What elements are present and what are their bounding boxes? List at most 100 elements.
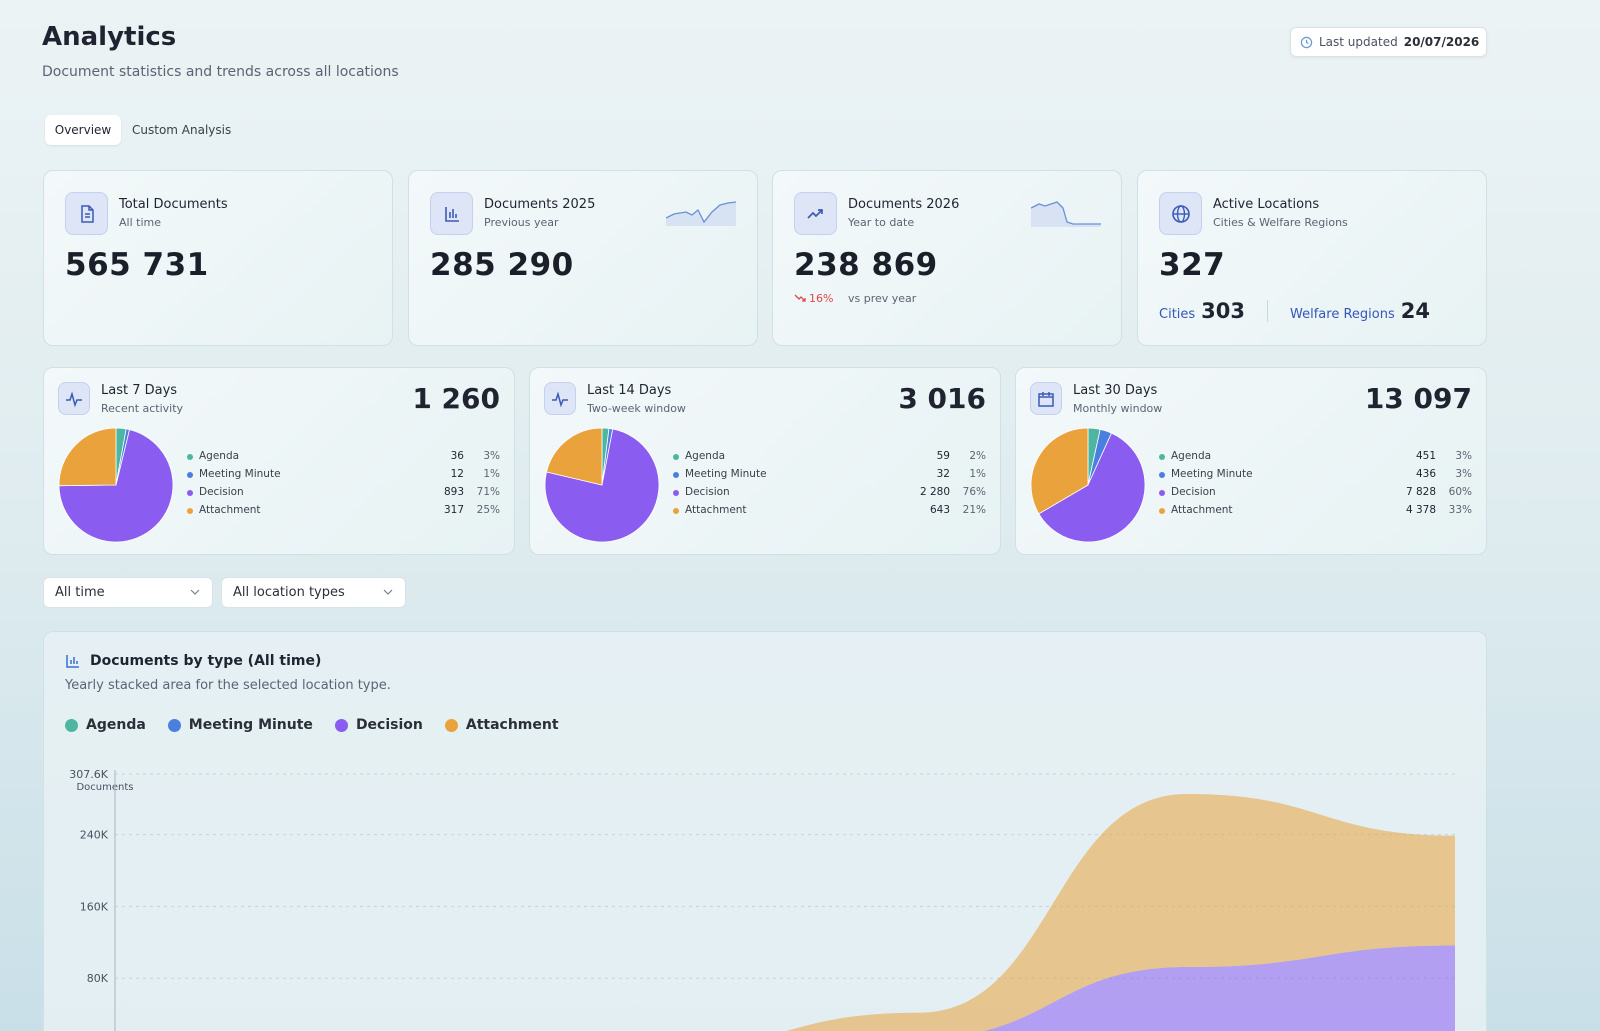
sparkline xyxy=(666,201,737,226)
page-title: Analytics xyxy=(42,22,177,52)
breakdown: Cities 303 Welfare Regions 24 xyxy=(1159,299,1430,323)
pie-slice xyxy=(58,429,174,543)
legend-label: Meeting Minute xyxy=(1171,468,1253,480)
card-value: 238 869 xyxy=(794,247,938,283)
card-subtitle: Two-week window xyxy=(587,402,686,415)
area-series xyxy=(786,794,1455,1031)
breakdown-value: 303 xyxy=(1201,299,1246,323)
icon xyxy=(544,382,576,415)
legend-item: Decision xyxy=(334,717,423,733)
chevron xyxy=(190,589,200,595)
legend-label: Attachment xyxy=(1171,504,1233,516)
icon-glyph xyxy=(66,390,82,407)
icon xyxy=(430,192,473,235)
legend-count: 893 xyxy=(443,486,464,498)
card-subtitle: All time xyxy=(119,216,161,229)
card-title: Last 30 Days xyxy=(1073,383,1158,398)
legend-label: Decision xyxy=(355,717,423,733)
legend-percent: 3% xyxy=(1455,450,1472,462)
stat-card: Documents 2026 Year to date 238 869 16% … xyxy=(772,170,1122,346)
legend-percent: 1% xyxy=(483,468,500,480)
last-updated: Last updated 20/07/2026 xyxy=(1290,27,1487,57)
breakdown-label: Welfare Regions xyxy=(1290,307,1395,322)
legend-dot xyxy=(673,508,679,514)
dropdown[interactable]: All location types xyxy=(221,577,406,608)
legend-dot xyxy=(334,718,348,732)
legend-count: 643 xyxy=(929,504,950,516)
pie-slice xyxy=(1038,432,1146,543)
legend-dot xyxy=(673,454,679,460)
chevron xyxy=(383,589,393,595)
legend-percent: 25% xyxy=(476,504,500,516)
legend-label: Meeting Minute xyxy=(188,717,313,733)
legend-percent: 71% xyxy=(476,486,500,498)
card-total: 3 016 xyxy=(898,382,986,415)
breakdown-value: 24 xyxy=(1400,299,1430,323)
pie xyxy=(1030,427,1146,543)
legend-dot xyxy=(673,472,679,478)
icon xyxy=(58,382,90,415)
legend-count: 317 xyxy=(443,504,464,516)
card-total: 1 260 xyxy=(412,382,500,415)
legend-count: 36 xyxy=(450,450,464,462)
pie-slice xyxy=(544,428,660,543)
legend: Agenda Meeting Minute Decision Attachment xyxy=(65,717,559,733)
legend-percent: 1% xyxy=(969,468,986,480)
chart-subtitle: Yearly stacked area for the selected loc… xyxy=(65,678,391,693)
tab[interactable]: Custom Analysis xyxy=(132,123,232,137)
legend-count: 32 xyxy=(936,468,950,480)
y-tick-label: 240K xyxy=(80,829,109,842)
legend-item: Meeting Minute xyxy=(167,717,313,733)
card-value: 565 731 xyxy=(65,247,209,283)
y-tick-label: 307.6K xyxy=(69,768,108,781)
page-subtitle: Document statistics and trends across al… xyxy=(42,64,399,80)
legend-dot xyxy=(65,718,78,732)
card-title: Active Locations xyxy=(1213,197,1320,212)
dropdown-label: All location types xyxy=(233,585,345,600)
stat-card: Documents 2025 Previous year 285 290 xyxy=(408,170,758,346)
legend-item: Agenda xyxy=(65,717,146,733)
legend-count: 436 xyxy=(1415,468,1436,480)
legend-count: 451 xyxy=(1415,450,1436,462)
legend-dot xyxy=(673,490,679,496)
legend-label: Meeting Minute xyxy=(199,468,281,480)
card-subtitle: Cities & Welfare Regions xyxy=(1213,216,1348,229)
icon-glyph xyxy=(552,390,568,407)
legend-percent: 3% xyxy=(483,450,500,462)
legend-count: 12 xyxy=(450,468,464,480)
icon xyxy=(1159,192,1202,235)
legend-dot xyxy=(187,454,193,460)
divider xyxy=(1267,300,1269,322)
legend-dot xyxy=(1159,454,1165,460)
legend-dot xyxy=(167,718,181,732)
dropdown-label: All time xyxy=(55,585,105,600)
legend-dot xyxy=(1159,508,1165,514)
legend-dot xyxy=(187,490,193,496)
legend-count: 4 378 xyxy=(1405,504,1436,516)
legend-dot xyxy=(1159,490,1165,496)
legend-label: Agenda xyxy=(685,450,726,462)
dropdown[interactable]: All time xyxy=(43,577,213,608)
legend-label: Agenda xyxy=(86,717,146,733)
pie-slice xyxy=(58,427,117,487)
chart-card: Documents by type (All time) Yearly stac… xyxy=(43,631,1487,1031)
period-card: Last 14 Days Two-week window 3 016 Agenda 59… xyxy=(529,367,1001,555)
card-title: Documents 2026 xyxy=(848,197,960,212)
tab-bar: Overview Custom Analysis xyxy=(45,115,241,145)
icon-glyph xyxy=(1038,391,1054,407)
legend-count: 7 828 xyxy=(1405,486,1436,498)
sparkline xyxy=(1031,201,1101,227)
legend-label: Decision xyxy=(199,486,244,498)
chart-icon xyxy=(66,655,79,668)
legend-dot xyxy=(1159,472,1165,478)
legend-dot xyxy=(187,472,193,478)
legend-percent: 21% xyxy=(962,504,986,516)
tab[interactable]: Overview xyxy=(45,115,121,145)
card-title: Total Documents xyxy=(119,197,228,212)
change-note: vs prev year xyxy=(848,292,917,305)
period-card: Last 30 Days Monthly window 13 097 Agenda 45… xyxy=(1015,367,1487,555)
card-subtitle: Previous year xyxy=(484,216,559,229)
legend-label: Agenda xyxy=(199,450,240,462)
